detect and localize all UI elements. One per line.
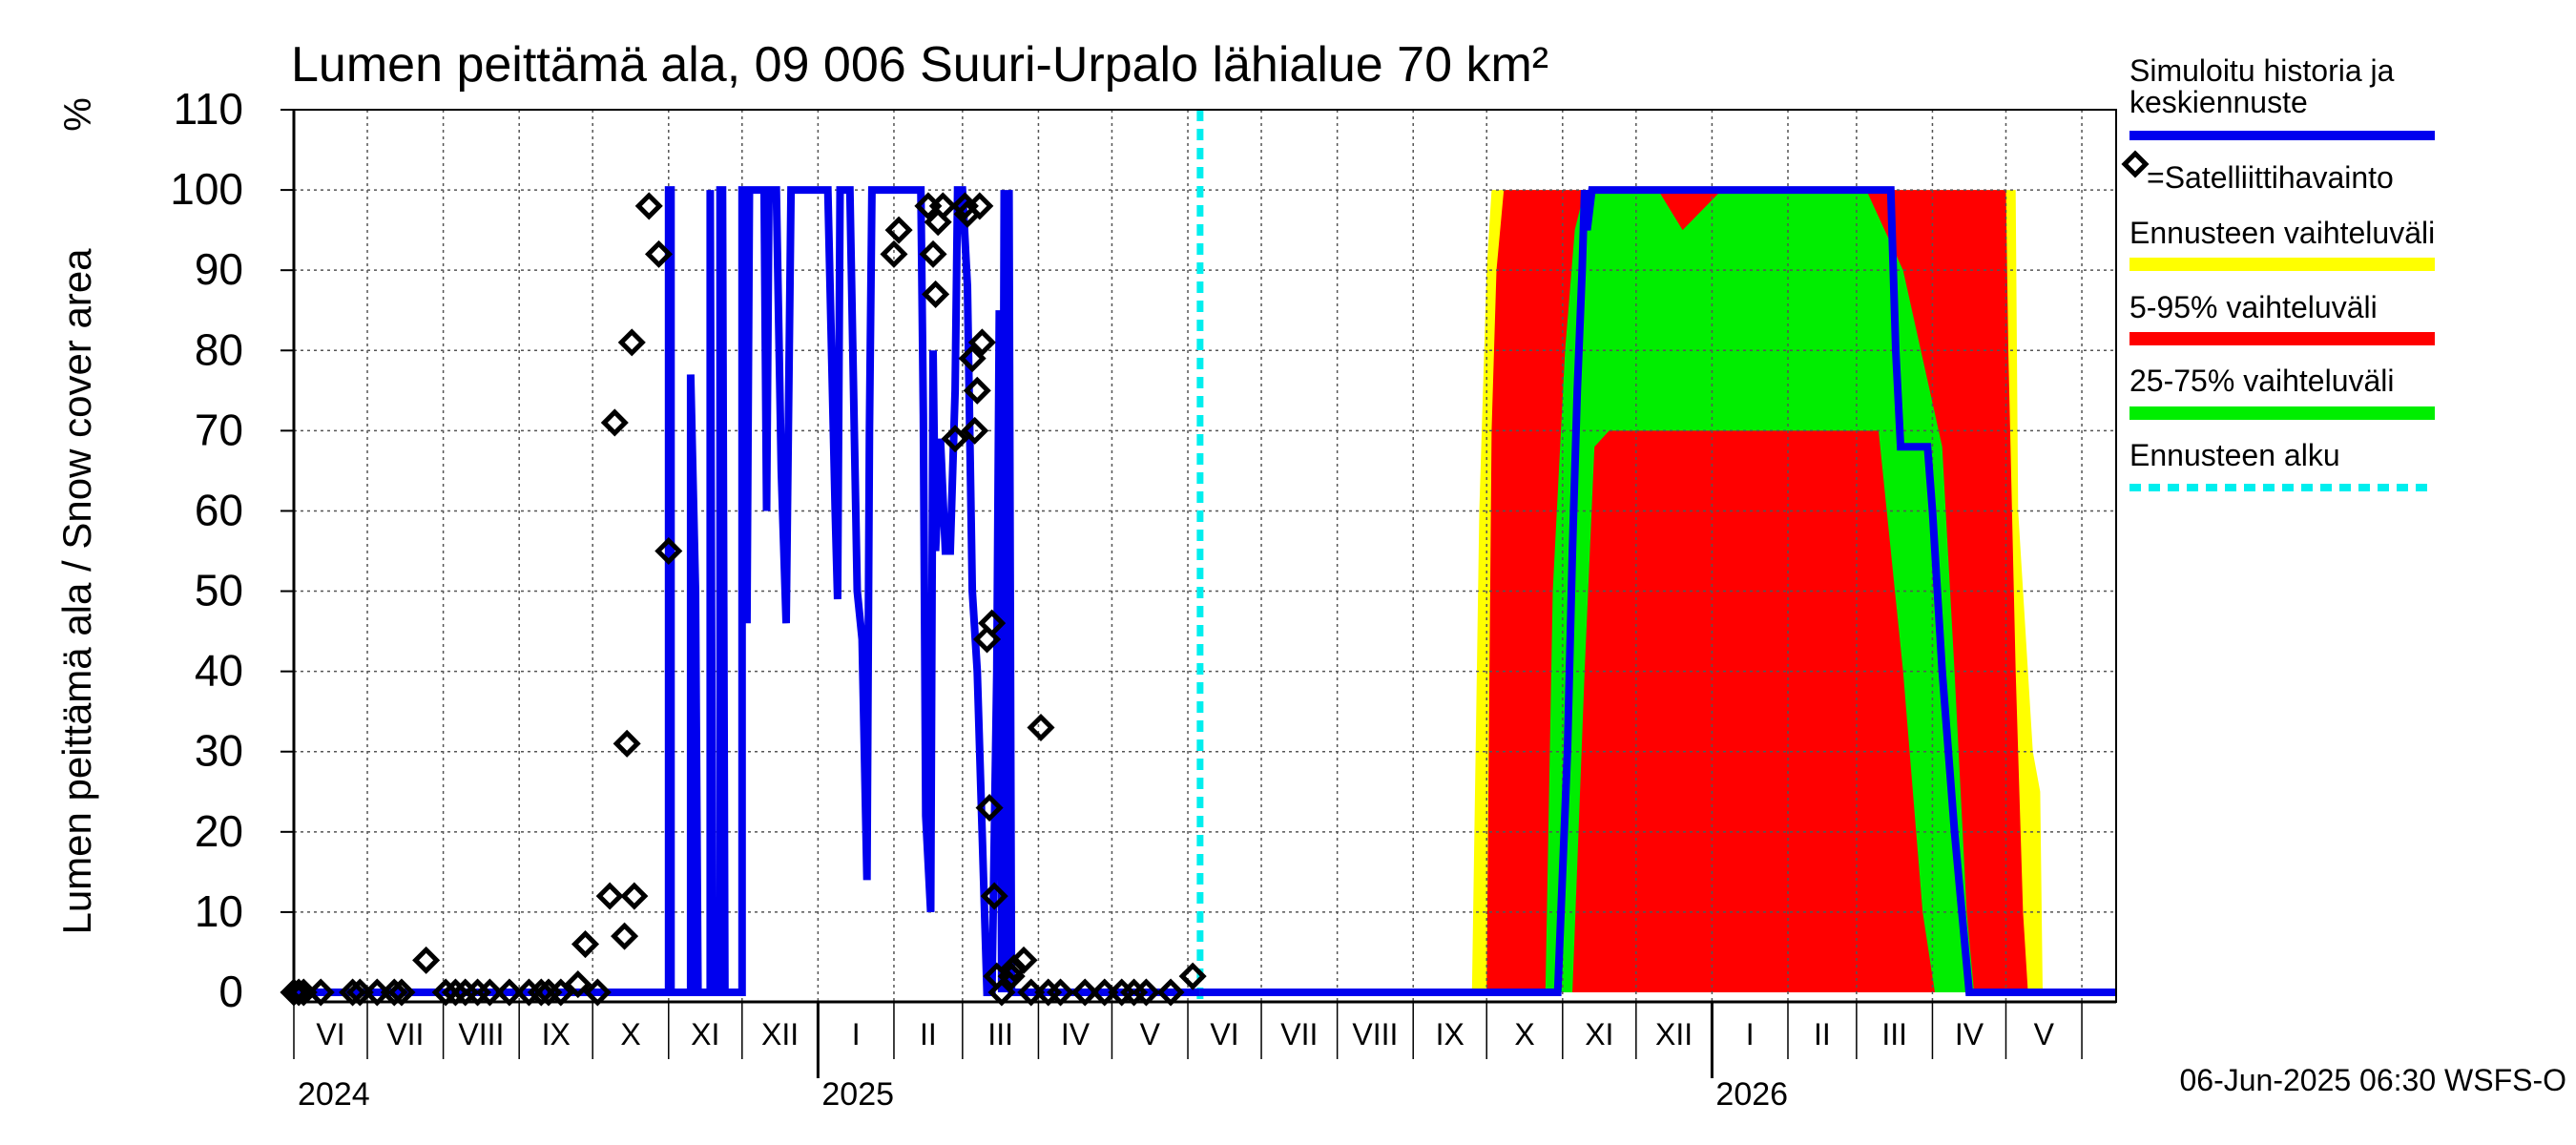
legend-label-4: 25-75% vaihteluväli — [2129, 364, 2395, 398]
observation-30 — [644, 239, 674, 268]
observation-32 — [880, 239, 908, 268]
month-label-18: XII — [1655, 1017, 1693, 1051]
observation-33 — [884, 216, 913, 244]
month-label-10: IV — [1061, 1017, 1091, 1051]
month-label-3: IX — [542, 1017, 571, 1051]
month-label-20: II — [1814, 1017, 1831, 1051]
year-label-2026: 2026 — [1715, 1076, 1788, 1113]
y-unit: % — [57, 97, 99, 132]
y-tick-label-70: 70 — [195, 405, 243, 454]
series-lines — [294, 186, 2116, 996]
observation-50 — [980, 882, 1008, 910]
month-label-17: XI — [1585, 1017, 1613, 1051]
timestamp: 06-Jun-2025 06:30 WSFS-O — [2179, 1063, 2566, 1097]
month-label-9: III — [987, 1017, 1013, 1051]
observation-42 — [958, 344, 987, 373]
month-label-13: VII — [1280, 1017, 1318, 1051]
y-tick-label-30: 30 — [195, 726, 243, 776]
month-label-0: VI — [316, 1017, 344, 1051]
observation-44 — [963, 376, 991, 405]
y-tick-label-80: 80 — [195, 324, 243, 374]
series-line-0 — [294, 186, 1200, 996]
observation-31 — [654, 536, 683, 566]
month-label-7: I — [852, 1017, 861, 1051]
observation-66 — [1178, 962, 1207, 990]
year-label-2025: 2025 — [821, 1076, 894, 1113]
observation-23 — [595, 882, 624, 910]
observation-28 — [620, 882, 649, 910]
y-axis-label: Lumen peittämä ala / Snow cover area — [54, 248, 99, 935]
observation-57 — [1027, 713, 1055, 742]
y-tick-label-100: 100 — [170, 164, 243, 214]
series-line-1 — [1199, 186, 2116, 996]
observation-25 — [611, 922, 639, 950]
year-label-2024: 2024 — [298, 1076, 370, 1113]
axes — [292, 109, 2117, 1004]
y-tick-label-20: 20 — [195, 806, 243, 856]
y-tick-label-90: 90 — [195, 244, 243, 294]
month-label-11: V — [1140, 1017, 1161, 1051]
month-label-12: VI — [1210, 1017, 1238, 1051]
observation-38 — [928, 192, 957, 220]
x-axis-months: VI VII VIII IX X XI XII I II III IV V VI VII VIII IX X XI… — [293, 1002, 2083, 1113]
month-label-1: VII — [386, 1017, 424, 1051]
chart-title: Lumen peittämä ala, 09 006 Suuri-Urpalo … — [291, 37, 1548, 93]
observation-55 — [1009, 946, 1038, 974]
legend-label-satellite: =Satelliittihavainto — [2147, 160, 2394, 195]
observation-37 — [924, 208, 952, 237]
legend-label-2: Ennusteen vaihteluväli — [2129, 216, 2435, 250]
month-label-19: I — [1746, 1017, 1755, 1051]
month-label-23: V — [2034, 1017, 2055, 1051]
observation-26 — [613, 729, 641, 758]
observation-35 — [919, 239, 947, 268]
legend-swatch-satellite — [2121, 150, 2150, 178]
month-label-2: VIII — [458, 1017, 504, 1051]
observation-45 — [966, 192, 994, 220]
y-tick-label-110: 110 — [174, 84, 243, 134]
y-tick-labels: 0 10 20 30 40 50 60 70 80 90 100 110 — [170, 84, 294, 1016]
observation-9 — [412, 946, 441, 974]
observation-47 — [972, 625, 1002, 654]
month-label-14: VIII — [1352, 1017, 1398, 1051]
observation-39 — [941, 425, 969, 453]
observation-24 — [600, 408, 629, 437]
legend-label-history-line1: Simuloitu historia ja — [2129, 53, 2395, 88]
band-2 — [1545, 190, 1975, 993]
month-label-22: IV — [1955, 1017, 1984, 1051]
y-tick-label-0: 0 — [218, 967, 243, 1016]
legend-label-5: Ennusteen alku — [2129, 438, 2340, 472]
month-label-16: X — [1514, 1017, 1534, 1051]
legend-label-history-line2: keskiennuste — [2129, 85, 2308, 119]
observation-49 — [978, 609, 1007, 637]
observation-27 — [617, 328, 646, 357]
month-label-8: II — [920, 1017, 937, 1051]
observation-20 — [564, 970, 592, 999]
observation-43 — [961, 416, 989, 445]
month-label-5: XI — [691, 1017, 719, 1051]
y-tick-label-50: 50 — [195, 566, 243, 615]
y-tick-label-40: 40 — [195, 646, 243, 696]
observation-21 — [571, 930, 600, 959]
observation-36 — [922, 280, 950, 308]
month-label-15: IX — [1436, 1017, 1465, 1051]
legend-label-3: 5-95% vaihteluväli — [2129, 290, 2378, 324]
month-label-4: X — [620, 1017, 640, 1051]
y-tick-label-60: 60 — [195, 485, 243, 534]
observation-46 — [967, 328, 996, 357]
observation-48 — [975, 794, 1004, 822]
satellite-observations — [280, 192, 1207, 1007]
month-label-6: XII — [761, 1017, 799, 1051]
y-tick-label-10: 10 — [195, 886, 243, 936]
month-label-21: III — [1881, 1017, 1907, 1051]
observation-29 — [634, 192, 663, 220]
